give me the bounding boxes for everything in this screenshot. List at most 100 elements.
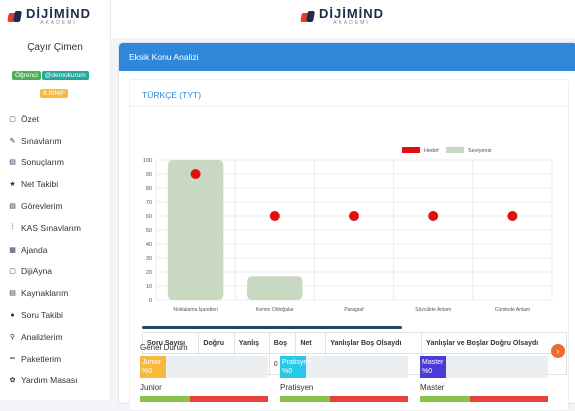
level-swatch (420, 356, 446, 378)
legend-label-seviyeniz: Seviyeniz (468, 148, 492, 154)
topic-chart: 0 10 20 30 40 50 60 70 80 90 100 Noktalama İşaretle… (143, 147, 553, 313)
y-tick-label: 90 (146, 172, 152, 178)
sidebar-item-sınavlarım[interactable]: ✎ Sınavlarım (0, 130, 110, 152)
divider (130, 106, 568, 107)
book-icon: ▢ (9, 268, 16, 276)
stats-header-row: Soru Sayısı Doğru Yanlış Boş Net Yanlışlar Bo… (141, 332, 567, 354)
star-icon: ★ (9, 181, 16, 189)
point-hedef (269, 211, 280, 221)
legend-swatch-hedef (402, 147, 420, 153)
stats-header-cell: Yanlışlar ve Boşlar Doğru Olsaydı (421, 332, 567, 354)
gear-icon: ✿ (9, 377, 16, 385)
sidebar-item-label: KAS Sınavlarım (21, 222, 81, 233)
sidebar-item-soru-takibi[interactable]: ● Soru Takibi (0, 304, 110, 326)
x-tick-label: Sözcükte Anlam (415, 307, 451, 313)
x-tick-label: Kenmı Oldoğalar (256, 307, 294, 313)
stats-header-cell: Doğru (198, 332, 235, 354)
sidebar-item-label: Analizlerim (21, 331, 63, 342)
file-icon: ▢ (9, 115, 16, 123)
top-bar: DİJİMİND AKADEMİ (111, 0, 575, 38)
level-progress-bar-green (420, 396, 470, 402)
brand-sub: AKADEMİ (40, 20, 77, 26)
level-swatch (140, 356, 166, 378)
brand-name: DİJİMİND (26, 6, 92, 21)
y-tick-label: 20 (146, 270, 152, 276)
level-swatch (280, 356, 306, 378)
general-status-title: Genel Durum (140, 343, 188, 352)
sidebar-item-label: Sonuçlarım (21, 157, 64, 168)
sidebar-menu: ▢ Özet ✎ Sınavlarım ▤ Sonuçlarım ★ Net Takibi ▤ G… (0, 108, 110, 391)
sidebar-item-sonuçlarım[interactable]: ▤ Sonuçlarım (0, 152, 110, 174)
x-tick-label: Cümlede Anlam (495, 307, 530, 313)
level-progress-bar-red (330, 396, 408, 402)
level-name: Master (420, 383, 445, 392)
sidebar-item-kaynaklarım[interactable]: ▤ Kaynaklarım (0, 282, 110, 304)
sidebar-item-label: DijiAyna (21, 266, 53, 277)
sidebar-item-label: Net Takibi (21, 179, 59, 190)
point-hedef (507, 211, 518, 221)
level-card-junior: Junior %0 (140, 356, 268, 378)
package-icon: ═ (10, 355, 15, 363)
level-swatch-name: Pratisyen (282, 359, 312, 366)
bar-seviyeniz (247, 276, 303, 300)
header-logo[interactable]: DİJİMİND AKADEMİ (300, 6, 385, 26)
stats-value: 0 (273, 360, 278, 368)
y-tick-label: 80 (146, 186, 152, 192)
y-tick-label: 70 (146, 200, 152, 206)
folder-icon: ▤ (9, 290, 16, 298)
task-icon: ▤ (9, 203, 16, 211)
level-swatch-name: Master (422, 359, 444, 366)
sidebar-item-görevlerim[interactable]: ▤ Görevlerim (0, 195, 110, 217)
level-percent: %0 (142, 368, 153, 375)
level-percent: %0 (422, 368, 433, 375)
x-tick-label: Paragraf (344, 307, 364, 313)
legend-label-hedef: Hedef (424, 148, 439, 154)
sidebar: DİJİMİND AKADEMİ Çayır Çimen Öğrenci @dem… (0, 0, 111, 400)
sidebar-item-kas-sınavlarım[interactable]: ⁞ KAS Sınavlarım (0, 217, 110, 239)
sidebar-item-net-takibi[interactable]: ★ Net Takibi (0, 173, 110, 195)
stats-header-cell: Yanlışlar Boş Olsaydı (325, 332, 423, 354)
sidebar-item-ajanda[interactable]: ▦ Ajanda (0, 239, 110, 261)
sidebar-item-label: Soru Takibi (21, 310, 63, 321)
user-badges: Öğrenci @demokurum 8.SINIF (12, 64, 102, 100)
question-icon: ● (10, 311, 15, 319)
y-tick-label: 50 (146, 228, 152, 234)
sidebar-item-özet[interactable]: ▢ Özet (0, 108, 110, 130)
analysis-card: Eksik Konu Analizi TÜRKÇE (TYT) 0 10 20 30 4… (118, 42, 575, 411)
sidebar-item-dijiayna[interactable]: ▢ DijiAyna (0, 261, 110, 283)
stats-header-cell: Net (295, 332, 327, 354)
point-hedef (428, 211, 439, 221)
y-tick-label: 100 (143, 158, 152, 164)
level-swatch-text: Pratisyen %0 (282, 358, 311, 376)
sidebar-item-label: Paketlerim (21, 353, 62, 364)
scroll-progress-bar (142, 326, 402, 329)
card-title: Eksik Konu Analizi (119, 43, 575, 71)
stats-header-cell: Yanlış (233, 332, 270, 354)
brand-logo[interactable]: DİJİMİND AKADEMİ (7, 6, 92, 26)
logo-mark-icon (7, 10, 22, 24)
level-card-pratisyen: Pratisyen %0 (280, 356, 408, 378)
level-card-master: Master %0 (420, 356, 548, 378)
level-swatch-text: Master %0 (422, 358, 443, 376)
sidebar-item-label: Görevlerim (21, 201, 63, 212)
bar-seviyeniz (167, 160, 224, 300)
sidebar-item-analizlerim[interactable]: ⚲ Analizlerim (0, 326, 110, 348)
header-brand-name: DİJİMİND (319, 6, 385, 21)
point-hedef (190, 169, 201, 179)
level-progress-bar-green (140, 396, 190, 402)
sidebar-item-paketlerim[interactable]: ═ Paketlerim (0, 348, 110, 370)
stats-header-cell: Boş (268, 332, 297, 354)
sidebar-item-label: Yardım Masası (21, 375, 78, 386)
level-progress-bar-red (190, 396, 268, 402)
y-tick-label: 60 (146, 214, 152, 220)
section-title: TÜRKÇE (TYT) (142, 90, 202, 100)
level-percent: %0 (282, 368, 293, 375)
y-tick-label: 0 (149, 298, 152, 304)
sidebar-item-yardım-masası[interactable]: ✿ Yardım Masası (0, 370, 110, 392)
next-arrow-button[interactable]: › (551, 344, 565, 358)
level-name: Junior (140, 383, 162, 392)
user-name: Çayır Çimen (27, 42, 83, 53)
level-progress-bar-green (280, 396, 330, 402)
role-badge: Öğrenci (12, 71, 41, 80)
y-tick-label: 10 (146, 284, 152, 290)
